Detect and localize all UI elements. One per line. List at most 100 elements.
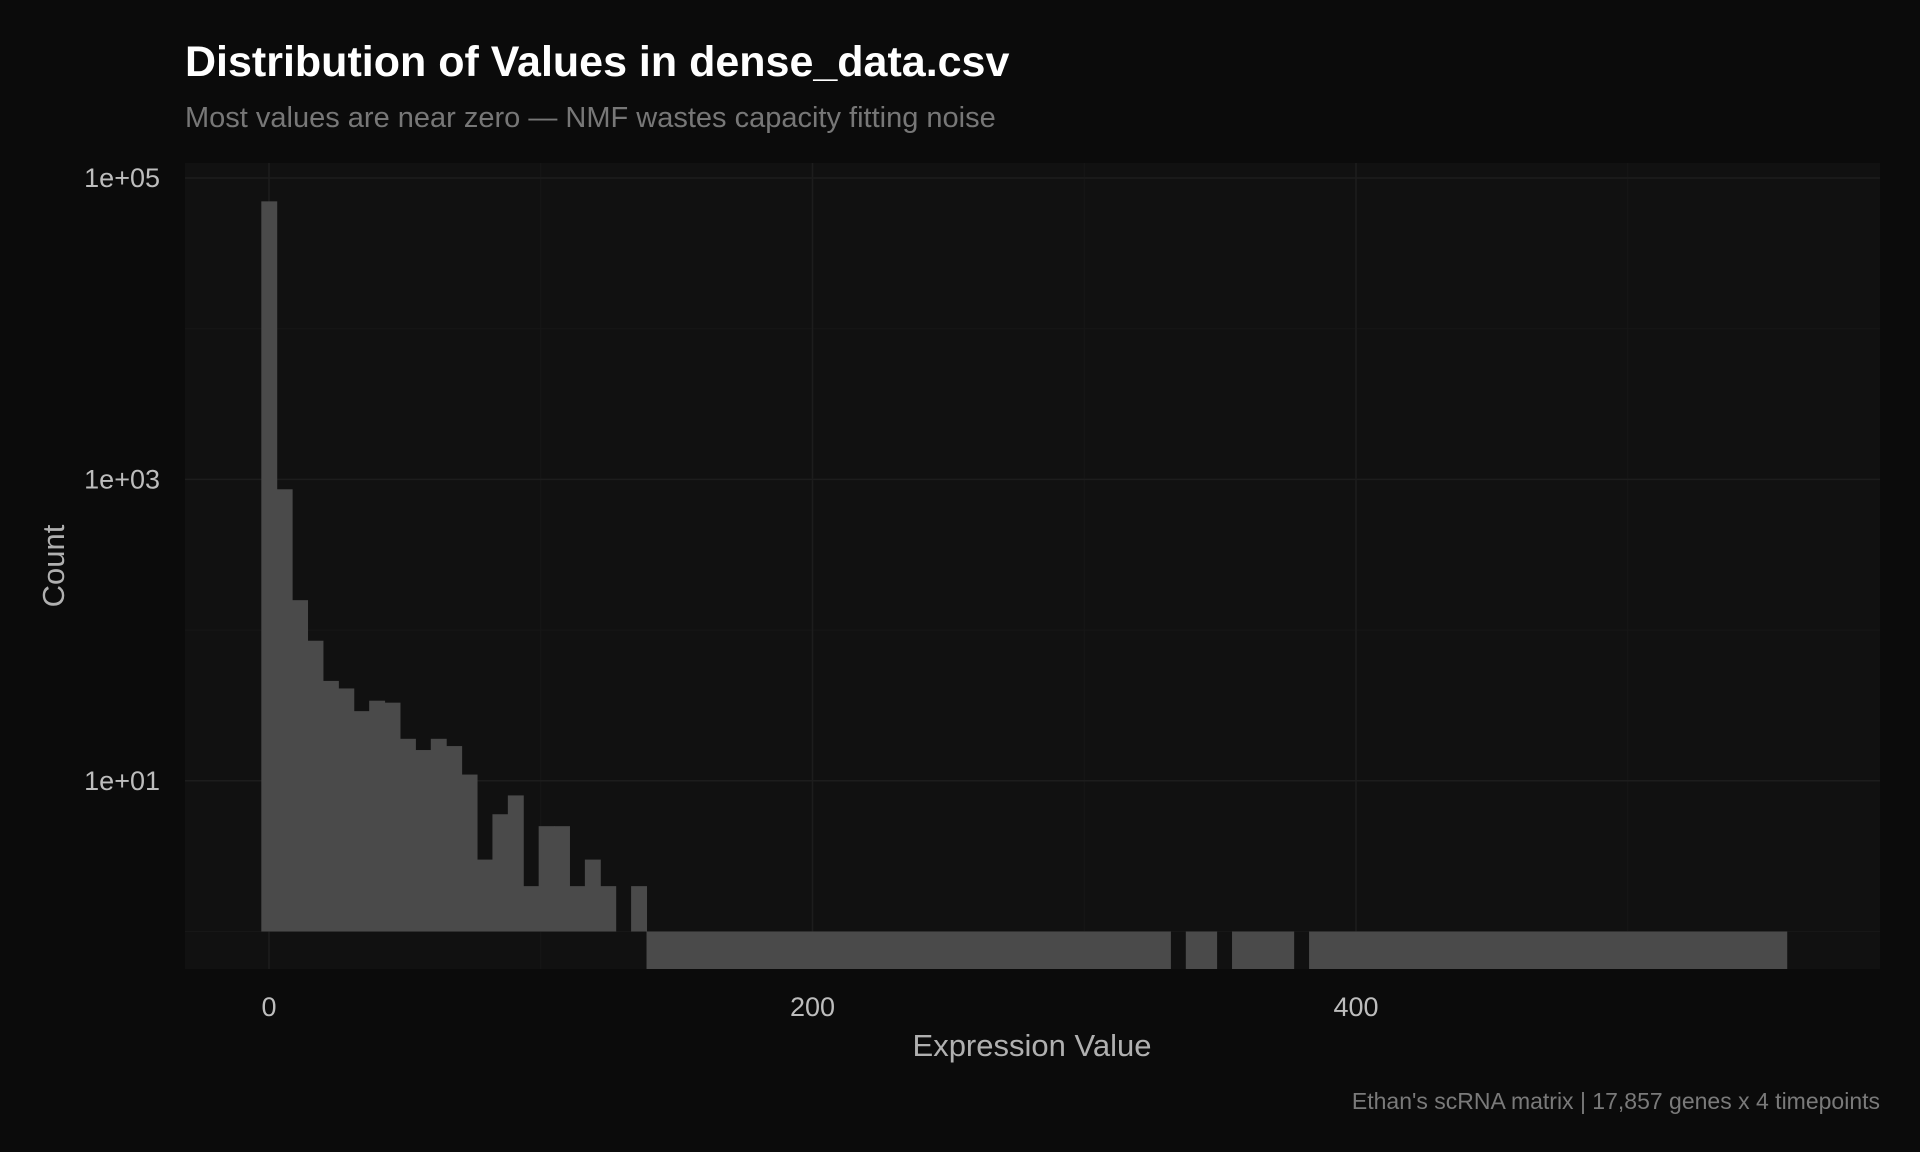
histogram-bar [785,931,802,969]
histogram-bar [1339,931,1356,969]
histogram-bar [538,826,555,932]
histogram-bar [754,931,771,969]
histogram-bar [970,931,986,969]
histogram-bar [1309,931,1325,969]
histogram-bar [1586,931,1603,969]
histogram-bar [893,931,909,969]
histogram-bar [769,931,786,969]
histogram-bar [723,931,740,969]
x-axis-title: Expression Value [913,1028,1152,1063]
histogram-bar [1124,931,1141,969]
histogram-bar [415,750,432,932]
histogram-bar [646,931,663,969]
histogram-bar [1601,931,1618,969]
histogram-bar [1632,931,1649,969]
histogram-bar [1740,931,1757,969]
histogram-bar [1509,931,1526,969]
histogram-bar [1478,931,1495,969]
histogram-bar [446,746,463,932]
histogram-bar [1663,931,1680,969]
histogram-bar [322,680,339,932]
histogram-bar [908,931,925,969]
histogram-bar [369,700,386,932]
histogram-bar [1540,931,1557,969]
histogram-bar [846,931,863,969]
y-tick-label: 1e+05 [84,163,160,193]
histogram-bar [1678,931,1695,969]
histogram-bar [492,814,509,932]
histogram-bar [353,711,370,932]
y-tick-label: 1e+03 [84,464,160,494]
histogram-bar [338,688,355,932]
histogram-bar [307,640,324,932]
histogram-bar [1370,931,1387,969]
histogram-bar [430,738,447,932]
chart-subtitle: Most values are near zero — NMF wastes c… [185,102,996,134]
histogram-bar [1571,931,1587,969]
histogram-bar [1047,931,1064,969]
histogram-bar [276,489,293,932]
histogram-bar [569,886,586,932]
histogram-bar [1416,931,1433,969]
histogram-bar [1139,931,1156,969]
histogram-bar [954,931,971,969]
histogram-bar [1154,931,1171,969]
histogram-bar [1031,931,1048,969]
histogram-bar [1247,931,1264,969]
histogram-bar [1447,931,1464,969]
histogram-bar [923,931,940,969]
histogram-bar [554,826,570,932]
histogram-bar [692,931,709,969]
histogram-bar [1324,931,1341,969]
chart-title: Distribution of Values in dense_data.csv [185,38,1010,86]
histogram-bars [261,201,1788,969]
histogram-bar [1432,931,1449,969]
histogram-bar [1725,931,1741,969]
histogram-bar [800,931,817,969]
histogram-bar [1755,931,1772,969]
histogram-bar [1709,931,1726,969]
histogram-bar [1648,931,1664,969]
y-tick-label: 1e+01 [84,766,160,796]
y-axis-title: Count [36,524,71,607]
histogram-bar [816,931,832,969]
y-axis-ticks: 1e+05 1e+03 1e+01 [84,163,160,796]
histogram-bar [584,859,601,932]
histogram-bar [677,931,694,969]
histogram-bar [631,886,648,932]
histogram-bar [1185,931,1202,969]
histogram-bar [399,738,416,932]
histogram-bar [1077,931,1094,969]
chart-caption: Ethan's scRNA matrix | 17,857 genes x 4 … [1351,1088,1880,1114]
histogram-bar [261,201,278,932]
histogram-bar [1062,931,1079,969]
histogram-bar [1108,931,1125,969]
histogram-bar [877,931,894,969]
histogram-bar [1262,931,1279,969]
histogram-bar [939,931,956,969]
histogram-bar [1617,931,1634,969]
histogram-bar [507,795,524,932]
x-tick-label: 0 [261,992,276,1022]
histogram-bar [461,774,478,932]
histogram-bar [1555,931,1572,969]
histogram-bar [1232,931,1248,969]
histogram-bar [384,702,401,932]
histogram-bar [1201,931,1218,969]
histogram-bar [523,886,540,932]
histogram-bar [1493,931,1510,969]
histogram-bar [1278,931,1295,969]
histogram-bar [1016,931,1033,969]
histogram-bar [292,600,309,932]
histogram-bar [1000,931,1017,969]
histogram-bar [708,931,725,969]
histogram-bar [1401,931,1418,969]
histogram-bar [477,859,493,932]
histogram-bar [862,931,879,969]
histogram-bar [985,931,1002,969]
x-tick-label: 200 [790,992,835,1022]
x-axis-ticks: 0 200 400 [261,992,1378,1022]
histogram-bar [1694,931,1711,969]
